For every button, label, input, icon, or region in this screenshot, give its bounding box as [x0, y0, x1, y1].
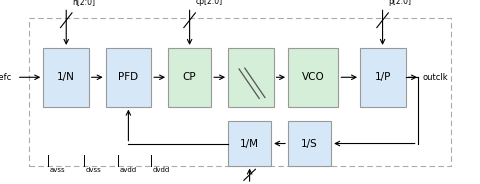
- Bar: [228, 121, 271, 166]
- Text: PFD: PFD: [119, 72, 138, 82]
- Text: dvdd: dvdd: [153, 167, 170, 174]
- Text: refc: refc: [0, 73, 12, 82]
- Text: n[2:0]: n[2:0]: [72, 0, 95, 6]
- Text: 1/M: 1/M: [240, 139, 259, 148]
- Bar: [288, 121, 331, 166]
- Bar: [43, 48, 89, 107]
- Bar: [288, 48, 338, 107]
- Bar: [29, 18, 451, 166]
- Text: 1/S: 1/S: [301, 139, 318, 148]
- Bar: [106, 48, 151, 107]
- Text: avss: avss: [50, 167, 66, 174]
- Bar: [228, 48, 274, 107]
- Text: CP: CP: [183, 72, 196, 82]
- Text: VCO: VCO: [302, 72, 324, 82]
- Text: outclk: outclk: [422, 73, 448, 82]
- Text: dvss: dvss: [86, 167, 102, 174]
- Bar: [360, 48, 406, 107]
- Text: 1/N: 1/N: [57, 72, 75, 82]
- Text: 1/P: 1/P: [374, 72, 391, 82]
- Text: p[2:0]: p[2:0]: [388, 0, 411, 6]
- Text: cp[2:0]: cp[2:0]: [195, 0, 223, 6]
- Text: avdd: avdd: [120, 167, 137, 174]
- Bar: [168, 48, 211, 107]
